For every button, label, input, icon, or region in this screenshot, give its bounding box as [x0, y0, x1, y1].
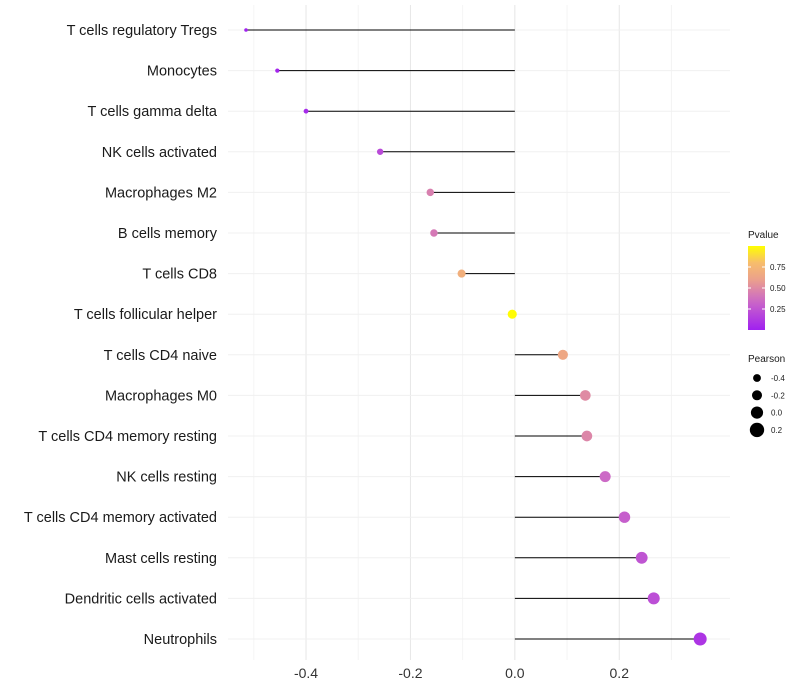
colorbar-tick-label: 0.50 — [770, 284, 786, 293]
colorbar-tick-label: 0.25 — [770, 305, 786, 314]
lollipop-point — [376, 148, 384, 155]
size-legend-title: Pearson — [748, 354, 785, 365]
lollipop-point — [579, 390, 591, 401]
x-tick-label: 0.0 — [505, 665, 525, 681]
size-legend-dot — [753, 374, 761, 382]
lollipop-point — [557, 349, 568, 360]
category-label: Neutrophils — [144, 632, 217, 648]
lollipop-point — [303, 108, 309, 114]
size-legend-label: 0.0 — [771, 409, 783, 418]
size-legend-label: 0.2 — [771, 426, 783, 435]
colorbar-tick-label: 0.75 — [770, 263, 786, 272]
x-tick-label: 0.2 — [610, 665, 630, 681]
category-label: Dendritic cells activated — [65, 591, 217, 607]
lollipop-point — [599, 471, 611, 483]
pvalue-colorbar — [748, 246, 765, 330]
legend: Pvalue 0.25 0.50 0.75 Pearson -0.4 -0.2 0.0 0.2 — [748, 230, 786, 438]
category-label: NK cells resting — [116, 470, 217, 486]
grid-layer — [228, 5, 730, 660]
category-label: B cells memory — [118, 226, 218, 242]
category-label: T cells gamma delta — [88, 104, 218, 120]
points-layer — [244, 28, 707, 646]
lollipop-point — [457, 269, 466, 278]
lollipop-point — [507, 309, 517, 319]
lollipop-point — [693, 632, 707, 646]
x-tick-label: -0.4 — [294, 665, 318, 681]
lollipop-point — [430, 229, 438, 237]
category-label: T cells CD8 — [142, 267, 217, 283]
size-legend-label: -0.4 — [771, 374, 785, 383]
category-label: T cells CD4 memory activated — [24, 510, 217, 526]
size-legend-label: -0.2 — [771, 391, 785, 400]
category-label: T cells CD4 naive — [104, 348, 217, 364]
category-label: Monocytes — [147, 64, 217, 80]
lollipop-point — [647, 592, 660, 605]
color-legend-title: Pvalue — [748, 230, 779, 241]
x-axis-tick-labels: -0.4 -0.2 0.0 0.2 — [294, 665, 629, 681]
lollipop-point — [581, 430, 593, 442]
x-tick-label: -0.2 — [398, 665, 422, 681]
size-legend-dot — [751, 390, 763, 401]
category-label: T cells CD4 memory resting — [38, 429, 217, 445]
lollipop-point — [618, 511, 631, 523]
category-label: Macrophages M0 — [105, 388, 217, 404]
lollipop-point — [426, 188, 434, 197]
lollipop-point — [275, 68, 280, 73]
lollipop-point — [635, 551, 648, 564]
category-label: Macrophages M2 — [105, 185, 217, 201]
segments-layer — [246, 29, 701, 640]
category-labels: T cells regulatory Tregs Monocytes T cells… — [24, 23, 218, 648]
size-legend-dot — [749, 422, 765, 438]
category-label: NK cells activated — [102, 145, 217, 161]
category-label: T cells regulatory Tregs — [67, 23, 217, 39]
lollipop-point — [244, 28, 248, 32]
category-label: Mast cells resting — [105, 551, 217, 567]
category-label: T cells follicular helper — [74, 307, 217, 323]
size-legend-dot — [750, 406, 764, 419]
